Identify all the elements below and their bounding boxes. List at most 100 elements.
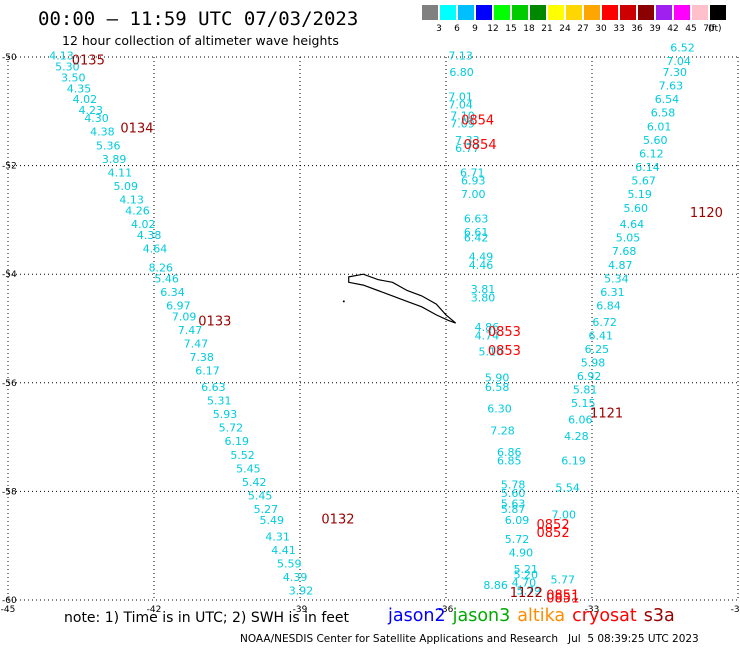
legend-label: 12 — [487, 24, 499, 34]
islet — [342, 300, 345, 303]
swh-value: 6.63 — [464, 213, 489, 226]
swh-value: 6.63 — [201, 381, 226, 394]
swh-value: 4.86 — [475, 321, 500, 334]
pass-time: 0852 — [537, 526, 570, 541]
swh-value: 5.72 — [505, 533, 530, 546]
satellite-s3a: s3a — [643, 606, 675, 626]
swh-value: 5.45 — [236, 462, 261, 475]
swh-value: 7.28 — [490, 424, 515, 437]
swh-value: 5.05 — [616, 232, 641, 245]
swh-value: 7.63 — [659, 80, 684, 93]
legend-label: 15 — [505, 24, 517, 34]
grid — [7, 56, 739, 601]
swh-value: 5.27 — [254, 503, 279, 516]
legend-label: 39 — [649, 24, 661, 34]
footnote: note: 1) Time is in UTC; 2) SWH is in fe… — [64, 610, 350, 626]
swh-value: 4.31 — [265, 530, 290, 543]
pass-time: 0851 — [546, 589, 579, 604]
legend-unit: (ft) — [708, 24, 722, 34]
pass-time: 1122 — [510, 586, 543, 601]
legend-swatch — [530, 5, 546, 20]
swh-value: 5.63 — [501, 498, 526, 511]
swh-value: 5.87 — [501, 503, 526, 516]
swh-value: 6.42 — [464, 232, 489, 245]
swh-value: 6.01 — [647, 120, 672, 133]
map-subtitle: 12 hour collection of altimeter wave hei… — [62, 33, 339, 48]
swh-value: 5.21 — [514, 563, 539, 576]
credit-line: NOAA/NESDIS Center for Satellite Applica… — [240, 633, 699, 645]
swh-value: 6.14 — [635, 161, 660, 174]
swh-value: 6.77 — [455, 142, 480, 155]
pass-time: 0853 — [488, 344, 521, 359]
island-outline — [348, 273, 457, 324]
swh-value: 7.01 — [448, 90, 473, 103]
pass-time-labels: 0135 0134 0133 0132 0854 0854 0853 0853 08520852… — [72, 54, 723, 607]
swh-value: 7.09 — [172, 310, 197, 323]
swh-value: 5.30 — [55, 61, 80, 74]
x-tick-label: -42 — [147, 605, 162, 615]
swh-value: 6.19 — [561, 454, 586, 467]
swh-value: 4.39 — [283, 571, 308, 584]
swh-value: 5.98 — [581, 357, 606, 370]
swh-value: 4.64 — [620, 218, 645, 231]
legend-label: 36 — [631, 24, 643, 34]
legend-label: 27 — [577, 24, 589, 34]
legend-swatch — [476, 5, 492, 20]
swh-value: 7.68 — [612, 245, 637, 258]
swh-value: 7.04 — [666, 55, 691, 68]
legend-swatch — [656, 5, 672, 20]
pass-time: 0133 — [198, 314, 231, 329]
swh-value: 7.10 — [450, 109, 475, 122]
swh-value: 8.26 — [149, 261, 174, 274]
swh-value: 5.60 — [643, 134, 668, 147]
y-tick-label: -50 — [2, 53, 17, 63]
swh-value: 5.60 — [624, 202, 649, 215]
swh-value: 3.50 — [61, 71, 86, 84]
swh-value: 7.33 — [455, 134, 480, 147]
pass-time: 1120 — [690, 206, 723, 221]
swh-value: 6.52 — [670, 42, 695, 55]
pass-time: 0134 — [120, 122, 153, 137]
legend-swatch — [458, 5, 474, 20]
coastline — [342, 273, 457, 324]
pass-time: 0132 — [321, 513, 354, 528]
pass-time: 0851 — [546, 591, 579, 606]
swh-value: 5.59 — [277, 557, 302, 570]
swh-value: 3.81 — [471, 283, 496, 296]
legend-swatch — [494, 5, 510, 20]
y-tick-label: -58 — [2, 487, 17, 497]
legend-swatch — [602, 5, 618, 20]
legend-swatch — [638, 5, 654, 20]
swh-value: 4.13 — [119, 194, 144, 207]
map-title: 00:00 – 11:59 UTC 07/03/2023 — [38, 8, 359, 30]
swh-value: 5.15 — [571, 397, 596, 410]
swh-value: 5.52 — [230, 449, 255, 462]
legend-swatch — [710, 5, 726, 20]
legend-label: 45 — [685, 24, 697, 34]
swh-value: 5.10 — [479, 346, 504, 359]
swh-value: 4.70 — [512, 576, 537, 589]
swh-value: 5.49 — [260, 514, 285, 527]
swh-value: 6.09 — [505, 514, 530, 527]
legend-swatch — [440, 5, 456, 20]
swh-value: 6.85 — [497, 454, 522, 467]
x-tick-label: -39 — [293, 605, 308, 615]
swh-value: 4.38 — [137, 229, 162, 242]
satellite-jason2: jason2 — [388, 606, 446, 626]
swh-value: 6.25 — [585, 343, 610, 356]
pass-time: 0852 — [537, 518, 570, 533]
swh-value: 5.77 — [551, 574, 576, 587]
swh-value: 6.61 — [464, 226, 489, 239]
swh-value: 6.84 — [596, 299, 621, 312]
swh-value: 6.58 — [651, 107, 676, 120]
satellite-jason3: jason3 — [452, 606, 511, 626]
x-tick-label: -36 — [439, 605, 454, 615]
swh-value: 7.00 — [552, 509, 577, 522]
pass-time: 0135 — [72, 54, 105, 69]
swh-value: 6.41 — [589, 329, 614, 342]
swh-value: 4.35 — [67, 82, 92, 95]
x-tick-label: -45 — [1, 605, 16, 615]
swh-value: 3.92 — [289, 585, 314, 598]
y-tick-label: -56 — [2, 379, 17, 389]
